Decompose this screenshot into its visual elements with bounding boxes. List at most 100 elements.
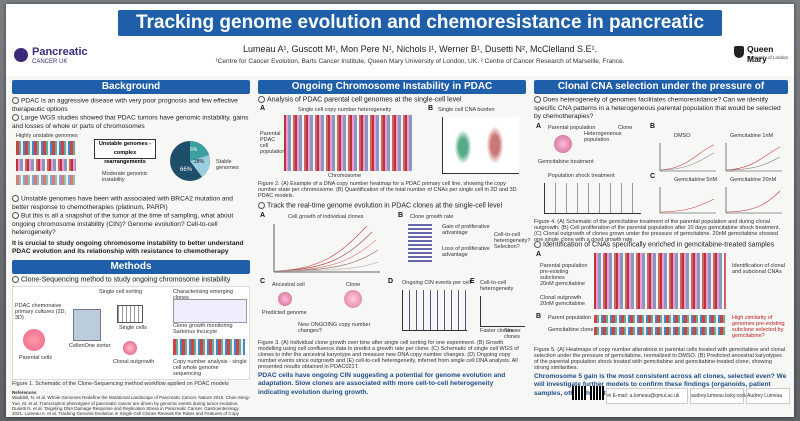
bullet-icon [534,241,541,249]
gem-growth-plots-bottom [659,187,782,214]
cin-conclusion: PDAC cells have ongoing CIN suggesting a… [258,371,506,396]
clonal-heading: Clonal CNA selection under the pressure … [534,80,788,106]
background-p4: But this is all a snapshot of the tumor … [12,212,234,237]
pie-value-28: 28% [194,159,205,165]
figure4: A Parental population Heterogeneous popu… [534,123,788,244]
lbl-pdac-cultures: PDAC chemonaive primary cultures (2D, 3D… [15,302,67,321]
incucyte-image [173,298,247,323]
lbl-high-similarity: High similarity of genomes pre-existing … [732,314,785,339]
poster: Tracking genome evolution and chemoresis… [6,4,794,417]
author-list: Lumeau A¹, Guscott M¹, Mon Pere N¹, Nich… [243,44,597,54]
violin-3d [485,123,505,168]
clonal-sub2: Identification of CNAs specifically enri… [534,241,788,249]
parental-cells-icon [23,328,45,351]
cin-heading: Ongoing Chromosome Instability in PDAC [258,80,526,94]
poster-title: Tracking genome evolution and chemoresis… [118,10,722,59]
lbl-clone-a: Clone [618,125,633,132]
bullet-icon [12,114,19,122]
lbl-clonal-outgrowth: Clonal outgrowth 20nM gemcitabine [540,294,585,307]
cna-heatmap-gem [594,252,726,309]
figure2: A Single cell copy number heterogeneity … [258,105,526,181]
fig-label-highly-unstable: Highly unstable genomes [16,133,78,140]
figure5-caption: Figure 5. (A) Heatmaps of copy number al… [534,346,785,371]
lbl-gem20: Gemcitabine 20nM [730,177,777,184]
lbl-faster: Faster clones [480,327,514,334]
background-p2: Large WGS studies showed that PDAC tumor… [12,114,249,130]
cin-sub1: Analysis of PDAC parental cell genomes a… [258,96,526,103]
logo-left-main: Pancreatic [32,46,88,58]
crest-icon [734,46,744,58]
column-middle: Ongoing Chromosome Instability in PDAC A… [258,80,530,397]
genome-stability-pie-chart: 66% 28% 6% [170,141,210,182]
figure2-caption: Figure 2. (A) Example of a DNA copy numb… [258,181,517,200]
cell-sorter-icon [73,308,101,341]
lbl-gain: Gain of proliferative advantage [442,223,490,236]
ancestral-cell-icon [278,291,292,306]
qr-code-icon [572,386,586,400]
lbl-clone-c: Clone [346,281,361,288]
clonal-question: Does heterogeneity of genomes facilitate… [534,96,781,121]
genome-plot-2 [16,159,76,172]
well-plate-icon [117,304,143,323]
genome-plot-3 [16,175,76,186]
lbl-parent-pop: Parent population [548,314,592,321]
lbl-cna-burden: Single cell CNA burden [438,107,495,114]
methods-heading: Methods [12,260,250,275]
cn-heatmap [284,115,412,172]
clone-growth-lines [273,223,380,273]
qr-code-icon-2 [590,386,604,400]
pancreatic-cancer-uk-logo: Pancreatic CANCER UK [14,46,104,70]
contact-email: ✉ E-mail: a.lumeau@qmul.ac.uk [606,388,688,404]
karyotype-parent [594,314,726,323]
lbl-gem-treatment: Gemcitabine treatment [538,159,594,166]
figure4-caption: Figure 4. (A) Schematic of the gemcitabi… [534,219,781,244]
logo-right-main: Queen Mary [747,44,774,64]
karyotype-clone [594,326,726,335]
figure1-caption: Figure 1. Schematic of the Clone-Sequenc… [12,380,229,387]
cin-sub2: Track the real-time genome evolution in … [258,202,526,210]
lbl-new-changes: New ONGOING copy number changes? [298,321,371,334]
lbl-gem5: Gemcitabine 5nM [674,177,718,184]
lbl-parental-cells: Parental cells [19,354,53,361]
bullet-icon [12,212,19,220]
bullet-icon [12,97,19,104]
bullet-icon [534,96,541,103]
ribbon-icon [14,48,28,62]
lbl-ancestral: Ancestral cell [272,281,305,288]
gem-growth-plots-top [659,143,782,172]
background-aim: It is crucial to study ongoing chromosom… [12,239,244,256]
lbl-single-cells: Single cells [119,324,147,331]
contact-name: Audrey Lumeau [746,388,790,404]
column-right: Clonal CNA selection under the pressure … [534,80,788,398]
lbl-parental-pop: Parental population [548,125,596,132]
figure3-caption: Figure 3. (A) Individual clone growth ov… [258,339,519,370]
lbl-outgrowth: Clonal outgrowth [113,358,155,365]
ongoing-cin-plot [402,289,467,331]
logo-right-sub: University of London [747,55,789,60]
poster-header: Tracking genome evolution and chemoresis… [6,4,794,76]
bullet-icon [12,195,19,203]
lbl-gem-clone: Gemcitabine clone [548,326,594,333]
lbl-predicted: Predicted genome [262,309,307,316]
lbl-dmso: DMSO [674,133,691,140]
queen-mary-logo: Queen Mary University of London [734,44,792,72]
lbl-parental-subclones: Parental population pre-existing subclon… [540,262,588,281]
heterogeneity-plot [480,295,525,327]
lbl-slower: Slower clones [504,327,521,340]
lbl-heterogeneous: Heterogeneous population [584,131,622,144]
figure5: A Parental population pre-existing subcl… [534,251,788,347]
growth-rate-dots [408,221,432,262]
cna-burden-plot [442,117,519,175]
clone-cells-icon [344,289,362,308]
affiliations: ¹Centre for Cancer Evolution, Barts Canc… [215,58,625,65]
pie-value-6: 6% [190,147,198,153]
logo-left-sub: CANCER UK [32,59,68,65]
lbl-cell-growth: Cell growth of individual clones [288,213,364,220]
lbl-copy-number: Copy number analysis - single cell whole… [173,358,247,377]
methods-figure: Single cell sorting Characterising emerg… [12,285,250,380]
lbl-shock: Population shock treatment [548,173,615,180]
fig-label-complex: Unstable genomes - complex rearrangement… [94,139,156,165]
pie-value-66: 66% [180,167,193,173]
lbl-gem-pop: 20nM gemcitabine [540,280,585,287]
copy-number-plot [173,338,245,355]
